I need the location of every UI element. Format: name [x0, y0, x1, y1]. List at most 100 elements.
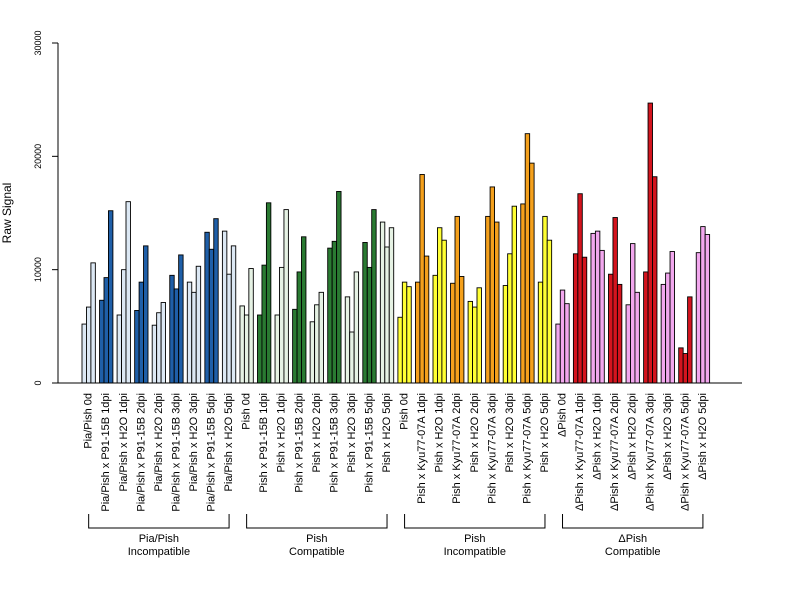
bar	[230, 245, 237, 384]
bar	[178, 254, 184, 384]
bar	[221, 230, 228, 384]
bar	[366, 266, 373, 384]
bar	[384, 246, 390, 384]
bar	[173, 288, 180, 384]
bar	[647, 102, 653, 384]
bar	[103, 277, 109, 384]
bar	[138, 281, 145, 384]
group-bracket	[404, 514, 546, 529]
bar	[125, 201, 131, 384]
bar	[581, 256, 588, 384]
category-label: ΔPish x Kyu77-07A 1dpi	[574, 393, 586, 511]
category-label: ΔPish x Kyu77-07A 3dpi	[644, 393, 656, 511]
bar	[476, 287, 482, 384]
category-label: Pish x H2O 2dpi	[311, 393, 323, 472]
category-label: Pia/Pish 0d	[83, 393, 95, 449]
bar	[327, 247, 333, 384]
bar	[682, 353, 689, 384]
bar	[660, 283, 667, 384]
category-label: Pia/Pish x H2O 3dpi	[188, 393, 200, 491]
bar	[191, 291, 197, 384]
bar	[467, 300, 474, 384]
bar	[226, 273, 232, 384]
bar	[292, 308, 298, 384]
bar	[472, 306, 478, 384]
bar	[353, 271, 360, 384]
bar	[520, 203, 526, 384]
bar	[331, 240, 338, 384]
category-label: Pia/Pish x H2O 5dpi	[223, 393, 235, 491]
bar	[243, 314, 250, 384]
category-label: Pish x Kyu77-07A 1dpi	[416, 393, 428, 504]
bar	[85, 306, 92, 384]
category-label: Pish x P91-15B 3dpi	[328, 393, 340, 493]
bar	[261, 264, 267, 384]
category-label: Pish x Kyu77-07A 3dpi	[486, 393, 498, 504]
bar	[274, 314, 280, 384]
bar	[616, 283, 623, 384]
category-label: Pish x P91-15B 5dpi	[363, 393, 375, 493]
group-label-line2: Compatible	[605, 546, 661, 558]
bar	[612, 217, 618, 384]
bar	[559, 289, 566, 384]
category-label: Pish x H2O 1dpi	[276, 393, 288, 472]
bar	[625, 304, 631, 384]
bar	[116, 314, 122, 384]
bar	[107, 210, 114, 384]
category-label: Pia/Pish x P91-15B 5dpi	[206, 393, 218, 512]
bar	[121, 269, 127, 384]
y-tick-label: 10000	[33, 257, 43, 282]
bar	[652, 176, 658, 384]
y-axis-label: Raw Signal	[0, 183, 14, 244]
bar	[81, 323, 87, 384]
bar	[546, 239, 553, 384]
bar	[564, 303, 570, 384]
bar	[678, 347, 684, 384]
category-label: Pish x H2O 3dpi	[346, 393, 358, 472]
bar	[349, 331, 355, 384]
bar	[594, 230, 601, 384]
category-label: Pia/Pish x H2O 1dpi	[118, 393, 130, 491]
category-label: Pish x P91-15B 1dpi	[258, 393, 270, 493]
category-label: ΔPish x Kyu77-07A 5dpi	[679, 393, 691, 511]
bar	[156, 312, 162, 384]
bar	[524, 133, 531, 384]
bar	[630, 243, 636, 384]
group-label-line2: Incompatible	[128, 546, 190, 558]
bar	[494, 221, 500, 384]
group-label-line1: ΔPish	[618, 533, 647, 545]
bar	[700, 226, 706, 384]
bar	[151, 324, 158, 384]
bar	[511, 205, 517, 384]
bar	[423, 255, 430, 384]
bar	[257, 314, 263, 384]
bar	[450, 282, 456, 384]
group-bracket	[246, 514, 388, 529]
category-label: Pish x Kyu77-07A 5dpi	[521, 393, 533, 504]
bar	[704, 234, 711, 384]
category-label: Pish 0d	[399, 393, 411, 430]
bar	[507, 253, 513, 384]
bar	[314, 304, 320, 384]
bar	[169, 274, 175, 384]
bar	[397, 316, 403, 384]
bar	[283, 209, 289, 384]
category-label: Pish x H2O 5dpi	[381, 393, 393, 472]
bar	[599, 249, 605, 384]
bar	[695, 252, 702, 384]
category-label: Pia/Pish x H2O 2dpi	[153, 393, 165, 491]
bar	[572, 253, 579, 384]
category-labels: Pia/Pish 0d Pia/Pish x P91-15B 1dpi Pia/Pi…	[83, 393, 709, 512]
category-label: Pish x H2O 2dpi	[469, 393, 481, 472]
bar	[160, 302, 167, 384]
bar	[239, 305, 245, 384]
category-label: Pish x P91-15B 2dpi	[293, 393, 305, 493]
bar	[419, 174, 425, 384]
category-label: ΔPish x H2O 5dpi	[697, 393, 709, 480]
bar	[388, 227, 395, 384]
bar	[134, 310, 140, 384]
bar	[309, 321, 316, 384]
bar	[344, 296, 351, 384]
category-label: Pia/Pish x P91-15B 2dpi	[135, 393, 147, 512]
